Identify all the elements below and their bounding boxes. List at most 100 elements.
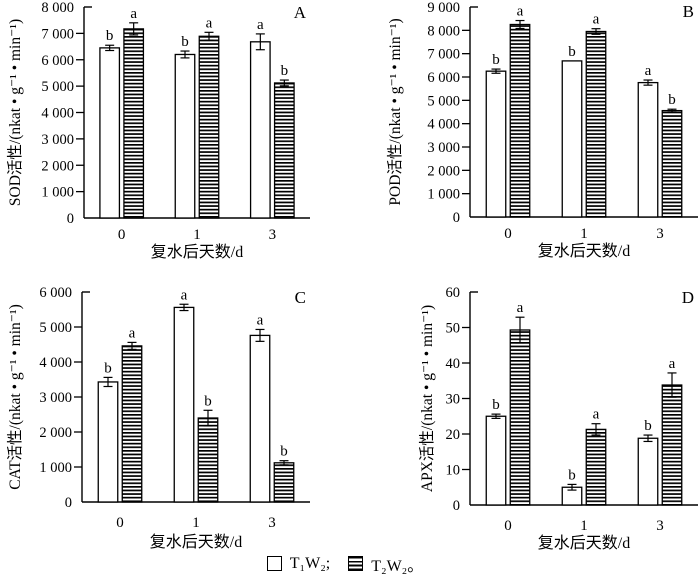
panel-letter: C [295, 288, 306, 307]
y-tick-label: 3 000 [41, 132, 74, 148]
significance-letter: a [181, 287, 188, 303]
significance-letter: a [130, 6, 137, 22]
significance-letter: b [281, 63, 289, 79]
x-axis-title: 复水后天数/d [151, 243, 243, 261]
y-tick-label: 6 000 [427, 70, 460, 86]
y-tick-label: 6 000 [41, 53, 74, 69]
y-tick-label: 30 [446, 392, 461, 408]
bar-hatched [585, 30, 607, 218]
category-label: 0 [504, 226, 512, 242]
y-tick-label: 3 000 [39, 390, 72, 406]
significance-letter: a [669, 356, 676, 372]
y-tick-label: 9 000 [427, 0, 460, 16]
y-tick-label: 0 [453, 210, 460, 226]
bar-open [637, 81, 659, 218]
y-tick-label: 1 000 [39, 460, 72, 476]
significance-letter: a [593, 12, 600, 28]
significance-letter: b [104, 360, 112, 376]
bar-hatched [121, 345, 143, 503]
y-tick-label: 4 000 [39, 355, 72, 371]
bar-open [174, 53, 196, 219]
bar-open [249, 41, 271, 219]
category-label: 1 [580, 518, 588, 534]
bar-open [173, 306, 195, 503]
significance-letter: b [668, 92, 676, 108]
panel-letter: D [682, 288, 694, 307]
significance-letter: b [568, 467, 576, 483]
significance-letter: b [644, 418, 652, 434]
bar-open [249, 334, 271, 503]
bar-open [97, 381, 119, 503]
y-tick-label: 3 000 [427, 140, 460, 156]
significance-letter: a [517, 4, 524, 20]
chart-panel-a: 0 1 000 2 000 3 000 4 000 5 000 6 000 7 000 8 00… [0, 0, 350, 270]
y-tick-label: 2 000 [41, 158, 74, 174]
category-label: 1 [580, 226, 588, 242]
bar-open [561, 60, 583, 218]
legend-swatch-hatched-bar [348, 556, 364, 571]
y-axis-title: SOD活性/(nkat • g⁻¹ • min⁻¹) [6, 19, 24, 206]
significance-letter: a [129, 325, 136, 341]
category-label: 0 [118, 227, 126, 243]
bar-hatched [585, 428, 607, 506]
category-label: 3 [269, 227, 277, 243]
bar-open [637, 437, 659, 506]
bar-open [485, 70, 507, 218]
y-tick-label: 0 [65, 495, 72, 511]
y-tick-label: 5 000 [39, 320, 72, 336]
y-tick-label: 40 [446, 356, 461, 372]
bar-hatched [273, 82, 295, 219]
y-tick-label: 2 000 [427, 163, 460, 179]
legend-swatch-open-bar [266, 556, 282, 571]
y-tick-label: 5 000 [427, 93, 460, 109]
y-tick-label: 8 000 [427, 23, 460, 39]
y-tick-label: 4 000 [41, 106, 74, 122]
y-tick-label: 5 000 [41, 79, 74, 95]
legend-label-t1w2: T₁W₂; [289, 554, 331, 572]
y-tick-label: 4 000 [427, 117, 460, 133]
legend: T₁W₂; T₂W₂。 [0, 550, 700, 577]
category-label: 0 [116, 515, 124, 531]
significance-letter: a [517, 300, 524, 316]
significance-letter: b [568, 44, 576, 60]
x-axis-title: 复水后天数/d [538, 242, 630, 260]
bar-hatched [197, 417, 219, 503]
bar-open [485, 415, 507, 506]
significance-letter: a [257, 312, 264, 328]
x-axis-title: 复水后天数/d [150, 533, 242, 550]
bar-hatched [273, 462, 295, 503]
y-tick-label: 6 000 [39, 285, 72, 301]
chart-panel-b: 0 1 000 2 000 3 000 4 000 5 000 6 000 7 000 8 00… [350, 0, 700, 270]
category-label: 0 [504, 518, 512, 534]
y-tick-label: 7 000 [427, 47, 460, 63]
significance-letter: b [492, 397, 500, 413]
y-tick-label: 1 000 [41, 185, 74, 201]
significance-letter: a [645, 63, 652, 79]
significance-letter: a [257, 17, 264, 33]
significance-letter: a [593, 407, 600, 423]
significance-letter: a [206, 15, 213, 31]
y-tick-label: 7 000 [41, 26, 74, 42]
panel-letter: A [294, 3, 307, 22]
bar-hatched [509, 23, 531, 218]
category-label: 3 [268, 515, 276, 531]
significance-letter: b [280, 444, 288, 460]
x-axis-title: 复水后天数/d [538, 534, 630, 550]
significance-letter: b [204, 393, 212, 409]
bar-hatched [198, 35, 220, 219]
y-tick-label: 1 000 [427, 187, 460, 203]
y-tick-label: 60 [446, 285, 461, 301]
bar-hatched [123, 28, 145, 219]
y-axis-title: APX活性/(nkat • g⁻¹ • min⁻¹) [418, 305, 436, 492]
category-label: 3 [656, 518, 664, 534]
category-label: 3 [656, 226, 664, 242]
significance-letter: b [181, 34, 189, 50]
y-axis-title: POD活性/(nkat • g⁻¹ • min⁻¹) [386, 18, 404, 205]
legend-label-t2w2: T₂W₂。 [371, 557, 424, 575]
y-tick-label: 0 [67, 211, 74, 227]
y-tick-label: 20 [446, 427, 461, 443]
y-tick-label: 2 000 [39, 425, 72, 441]
